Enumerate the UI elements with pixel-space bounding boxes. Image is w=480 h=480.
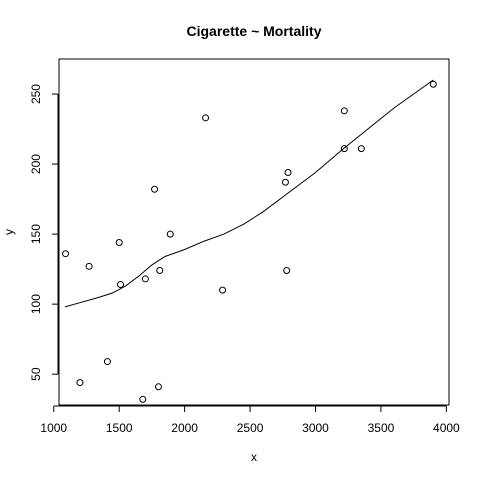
- data-point: [357, 145, 365, 153]
- data-points: [62, 80, 437, 403]
- plot-frame: [58, 58, 450, 406]
- data-point: [340, 145, 348, 153]
- x-axis: 1000 1500 2000 2500 3000 3500 4000: [40, 405, 460, 435]
- x-tick-label: 1000: [40, 421, 67, 435]
- data-point: [76, 379, 84, 387]
- x-tick-label: 1500: [106, 421, 133, 435]
- y-axis: 50 100 150 200 250: [29, 84, 59, 381]
- y-axis-label: y: [2, 229, 16, 235]
- data-point: [340, 107, 348, 115]
- data-point: [429, 80, 437, 88]
- data-point: [202, 114, 210, 122]
- y-tick-label: 100: [29, 294, 43, 314]
- data-point: [283, 267, 291, 275]
- x-tick-label: 3000: [302, 421, 329, 435]
- x-tick-label: 4000: [433, 421, 460, 435]
- data-point: [151, 185, 159, 193]
- data-point: [156, 267, 164, 275]
- data-point: [154, 383, 162, 391]
- data-point: [219, 286, 227, 294]
- x-axis-label: x: [251, 450, 257, 464]
- data-point: [166, 230, 174, 238]
- data-point: [62, 250, 70, 258]
- data-point: [284, 168, 292, 176]
- data-point: [281, 178, 289, 186]
- y-tick-label: 200: [29, 154, 43, 174]
- data-point: [141, 275, 149, 283]
- smooth-trend-line: [64, 79, 434, 308]
- x-tick-label: 3500: [368, 421, 395, 435]
- x-tick-label: 2500: [237, 421, 264, 435]
- y-tick-label: 250: [29, 84, 43, 104]
- x-tick-label: 2000: [171, 421, 198, 435]
- y-tick-label: 150: [29, 224, 43, 244]
- y-tick-label: 50: [29, 367, 43, 381]
- data-point: [117, 281, 125, 289]
- data-point: [85, 262, 93, 270]
- chart-title: Cigarette ~ Mortality: [187, 23, 322, 39]
- data-point: [139, 395, 147, 403]
- data-point: [115, 239, 123, 247]
- data-point: [103, 358, 111, 366]
